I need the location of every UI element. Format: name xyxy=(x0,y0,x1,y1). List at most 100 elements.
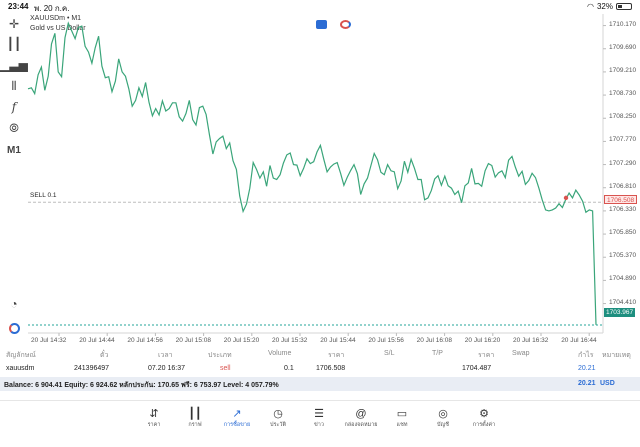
price-tick-label: 1706.330 xyxy=(609,205,637,213)
time-tick-label: 20 Jul 15:56 xyxy=(368,337,404,344)
tab-quotes[interactable]: ⇵ ราคา xyxy=(136,407,172,429)
price-tick-label: 1707.770 xyxy=(609,136,637,144)
sell-price-label: 1706.508 xyxy=(604,195,638,204)
col-current-price: ราคา xyxy=(478,352,495,359)
tab-account[interactable]: ◎ บัญชี xyxy=(425,407,461,429)
tab-label: แชท xyxy=(396,422,408,428)
one-click-trading-icon[interactable] xyxy=(4,320,24,336)
time-tick-label: 20 Jul 15:20 xyxy=(223,337,260,344)
tab-trade[interactable]: ↗ การซื้อขาย xyxy=(219,407,255,429)
objects-icon[interactable]: ⦾ xyxy=(9,120,19,135)
col-volume: Volume xyxy=(268,350,292,357)
col-sl: S/L xyxy=(384,350,395,357)
candles-icon[interactable]: ┃┃ xyxy=(6,37,22,51)
tab-chat[interactable]: ▭ แชท xyxy=(384,407,420,429)
sell-order-tag[interactable]: SELL 0.1 xyxy=(30,192,57,199)
battery-icon xyxy=(616,3,632,10)
timeframe-m1[interactable]: M1 xyxy=(7,144,21,156)
account-summary: Balance: 6 904.41 Equity: 6 924.62 หลักป… xyxy=(0,377,640,391)
trade-open-price: 1706.508 xyxy=(316,365,346,372)
chart-title: XAUUSDm • M1 Gold vs US Dollar xyxy=(30,14,86,34)
price-series-line xyxy=(27,21,597,325)
trade-icon: ↗ xyxy=(232,408,242,420)
chart-icon: ┃┃ xyxy=(188,408,202,420)
trade-profit: 20.21 xyxy=(578,365,596,372)
col-price: ราคา xyxy=(328,352,345,359)
symbol-description: Gold vs US Dollar xyxy=(30,25,86,32)
price-tick-label: 1709.690 xyxy=(609,43,637,51)
trade-symbol: xauusdm xyxy=(6,365,35,372)
tab-label: กราฟ xyxy=(188,422,202,428)
time-tick-label: 20 Jul 16:20 xyxy=(464,337,501,344)
news-icon: ☰ xyxy=(314,408,324,420)
status-bar: 23:44 พ. 20 ก.ค. ◠ 32% xyxy=(0,0,640,13)
speedometer-icon[interactable]: ◔ xyxy=(10,297,18,311)
tab-label: การซื้อขาย xyxy=(223,422,251,428)
balance-summary: Balance: 6 904.41 Equity: 6 924.62 หลักป… xyxy=(4,382,279,389)
mailbox-icon: @ xyxy=(355,408,367,420)
total-profit: 20.21 xyxy=(578,380,596,387)
buy-sell-toggle-icon[interactable] xyxy=(316,20,327,29)
time-tick-label: 20 Jul 14:32 xyxy=(31,337,67,344)
functions-icon[interactable]: f xyxy=(11,100,17,114)
tab-chart[interactable]: ┃┃ กราฟ xyxy=(177,407,213,429)
tab-history[interactable]: ◷ ประวัติ xyxy=(260,407,296,429)
quotes-icon: ⇵ xyxy=(149,408,159,420)
crosshair-icon[interactable]: ✛ xyxy=(8,17,20,31)
account-currency: USD xyxy=(600,380,615,387)
trade-row[interactable]: xauusdm 241396497 07.20 16:37 sell 0.1 1… xyxy=(0,363,640,376)
time-tick-label: 20 Jul 14:44 xyxy=(79,337,115,344)
trade-levels-icon[interactable] xyxy=(340,20,351,29)
tab-label: กล่องจดหมาย xyxy=(344,422,378,428)
time-tick-label: 20 Jul 14:56 xyxy=(127,337,163,344)
bottom-tab-bar: ⇵ ราคา ┃┃ กราฟ ↗ การซื้อขาย ◷ ประวัติ ☰ ข่าว … xyxy=(0,400,640,447)
trade-current-price: 1704.487 xyxy=(462,365,492,372)
trade-volume: 0.1 xyxy=(284,365,294,372)
history-icon: ◷ xyxy=(273,408,283,420)
tab-label: ประวัติ xyxy=(269,422,287,428)
trade-type: sell xyxy=(220,365,231,372)
status-right: ◠ 32% xyxy=(587,2,632,11)
col-swap: Swap xyxy=(512,350,530,357)
time-tick-label: 20 Jul 16:08 xyxy=(416,337,453,344)
trades-table-header: สัญลักษณ์ ตั๋ว เวลา ประเภท Volume ราคา S… xyxy=(0,348,640,362)
price-tick-label: 1705.370 xyxy=(609,252,637,260)
price-tick-label: 1704.890 xyxy=(609,275,637,283)
time-tick-label: 20 Jul 15:08 xyxy=(175,337,212,344)
trade-time: 07.20 16:37 xyxy=(148,365,185,372)
col-tp: T/P xyxy=(432,350,443,357)
col-profit: กำไร xyxy=(578,352,594,359)
tab-label: ราคา xyxy=(147,422,161,428)
tab-news[interactable]: ☰ ข่าว xyxy=(301,407,337,429)
tab-label: บัญชี xyxy=(437,422,449,428)
tab-label: ข่าว xyxy=(314,422,324,428)
date: พ. 20 ก.ค. xyxy=(34,4,70,13)
price-tick-label: 1704.410 xyxy=(609,298,637,306)
tab-label: การตั้งค่า xyxy=(472,422,496,428)
symbol-label: XAUUSDm • M1 xyxy=(30,15,82,22)
time-tick-label: 20 Jul 15:32 xyxy=(272,337,308,344)
wifi-icon: ◠ xyxy=(587,2,594,11)
clock: 23:44 xyxy=(8,2,29,11)
time-tick-label: 20 Jul 15:44 xyxy=(320,337,356,344)
price-tick-label: 1708.730 xyxy=(609,90,637,98)
settings-icon: ⚙ xyxy=(479,408,489,420)
chat-icon: ▭ xyxy=(396,408,408,420)
price-tick-label: 1709.210 xyxy=(609,66,637,74)
tab-settings[interactable]: ⚙ การตั้งค่า xyxy=(466,407,502,429)
col-type: ประเภท xyxy=(208,352,232,359)
indicators-icon[interactable]: ⫴ xyxy=(11,78,17,93)
chart-toolbar: ✛ ┃┃ ▁▃▅ ⫴ f ⦾ M1 ◔ xyxy=(0,14,28,334)
time-tick-label: 20 Jul 16:44 xyxy=(561,337,597,344)
tab-mailbox[interactable]: @ กล่องจดหมาย xyxy=(343,407,379,429)
price-chart[interactable] xyxy=(0,0,640,348)
volume-icon[interactable]: ▁▃▅ xyxy=(0,58,28,72)
price-tick-label: 1710.170 xyxy=(609,20,637,28)
col-comment: หมายเหตุ xyxy=(602,352,631,359)
account-icon: ◎ xyxy=(438,408,448,420)
col-ticket: ตั๋ว xyxy=(100,352,109,359)
col-symbol: สัญลักษณ์ xyxy=(6,352,36,359)
battery-percent: 32% xyxy=(596,2,613,11)
current-price-label: 1703.967 xyxy=(604,308,636,317)
trade-ticket: 241396497 xyxy=(74,365,110,372)
